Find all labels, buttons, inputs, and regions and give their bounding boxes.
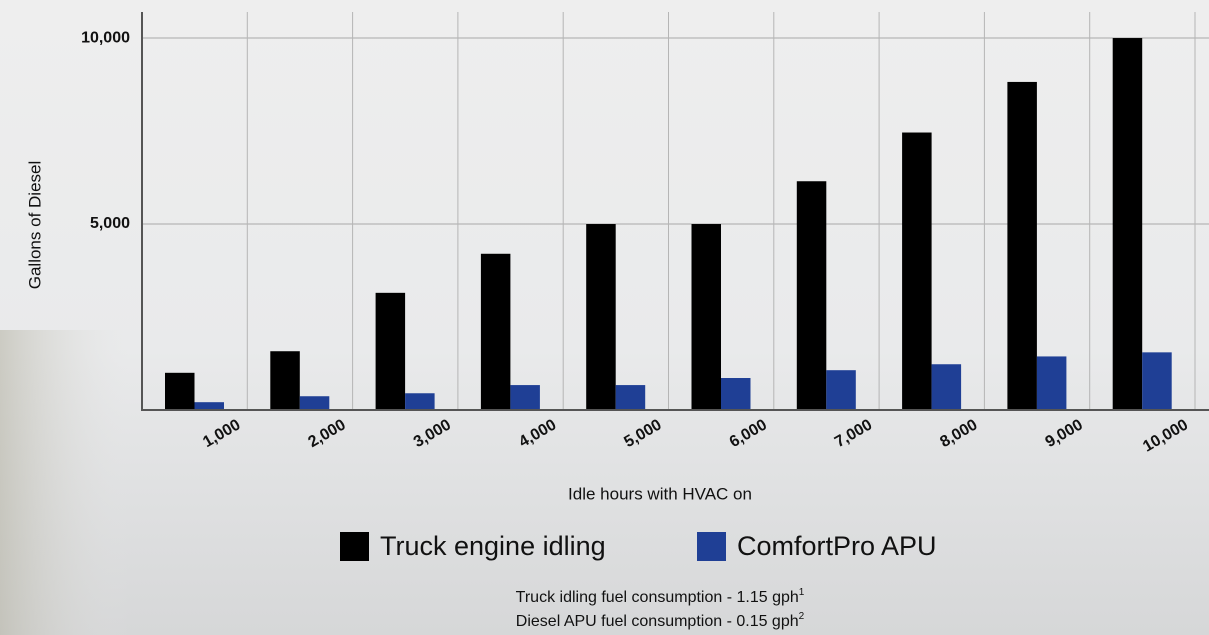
page: {"chart_data": { "type": "bar", "x_label… [0,0,1209,635]
bar [481,254,511,410]
bar [1142,352,1172,410]
legend-label: Truck engine idling [380,531,606,561]
background-photo [0,330,130,635]
bar [586,224,616,410]
legend-swatch [697,532,726,561]
bar [165,373,195,410]
footnote-ref: 1 [799,587,805,598]
bar [721,378,751,410]
y-tick-label: 5,000 [90,215,130,232]
bar [1037,356,1067,410]
footnote: Truck idling fuel consumption - 1.15 gph… [516,587,805,607]
chart: Gallons of Diesel Idle hours with HVAC o… [0,0,1209,635]
bar [270,351,300,410]
footnote-text: Truck idling fuel consumption - 1.15 gph [516,589,799,606]
bar [405,393,435,410]
bar [510,385,540,410]
footnote: Diesel APU fuel consumption - 0.15 gph2 [516,611,805,631]
bar [1113,38,1143,410]
bar [616,385,646,410]
bar [797,181,827,410]
footnote-ref: 2 [799,611,805,622]
bar [692,224,722,410]
footnote-text: Diesel APU fuel consumption - 0.15 gph [516,613,799,630]
y-tick-label: 10,000 [81,29,130,46]
bar [902,133,932,410]
bar [1007,82,1037,410]
bar [376,293,406,410]
legend-swatch [340,532,369,561]
bar [826,370,856,410]
legend-label: ComfortPro APU [737,531,937,561]
bar [195,402,225,410]
bar [932,364,962,410]
bar [300,396,330,410]
y-axis-title: Gallons of Diesel [25,161,44,290]
x-axis-title: Idle hours with HVAC on [568,484,752,503]
